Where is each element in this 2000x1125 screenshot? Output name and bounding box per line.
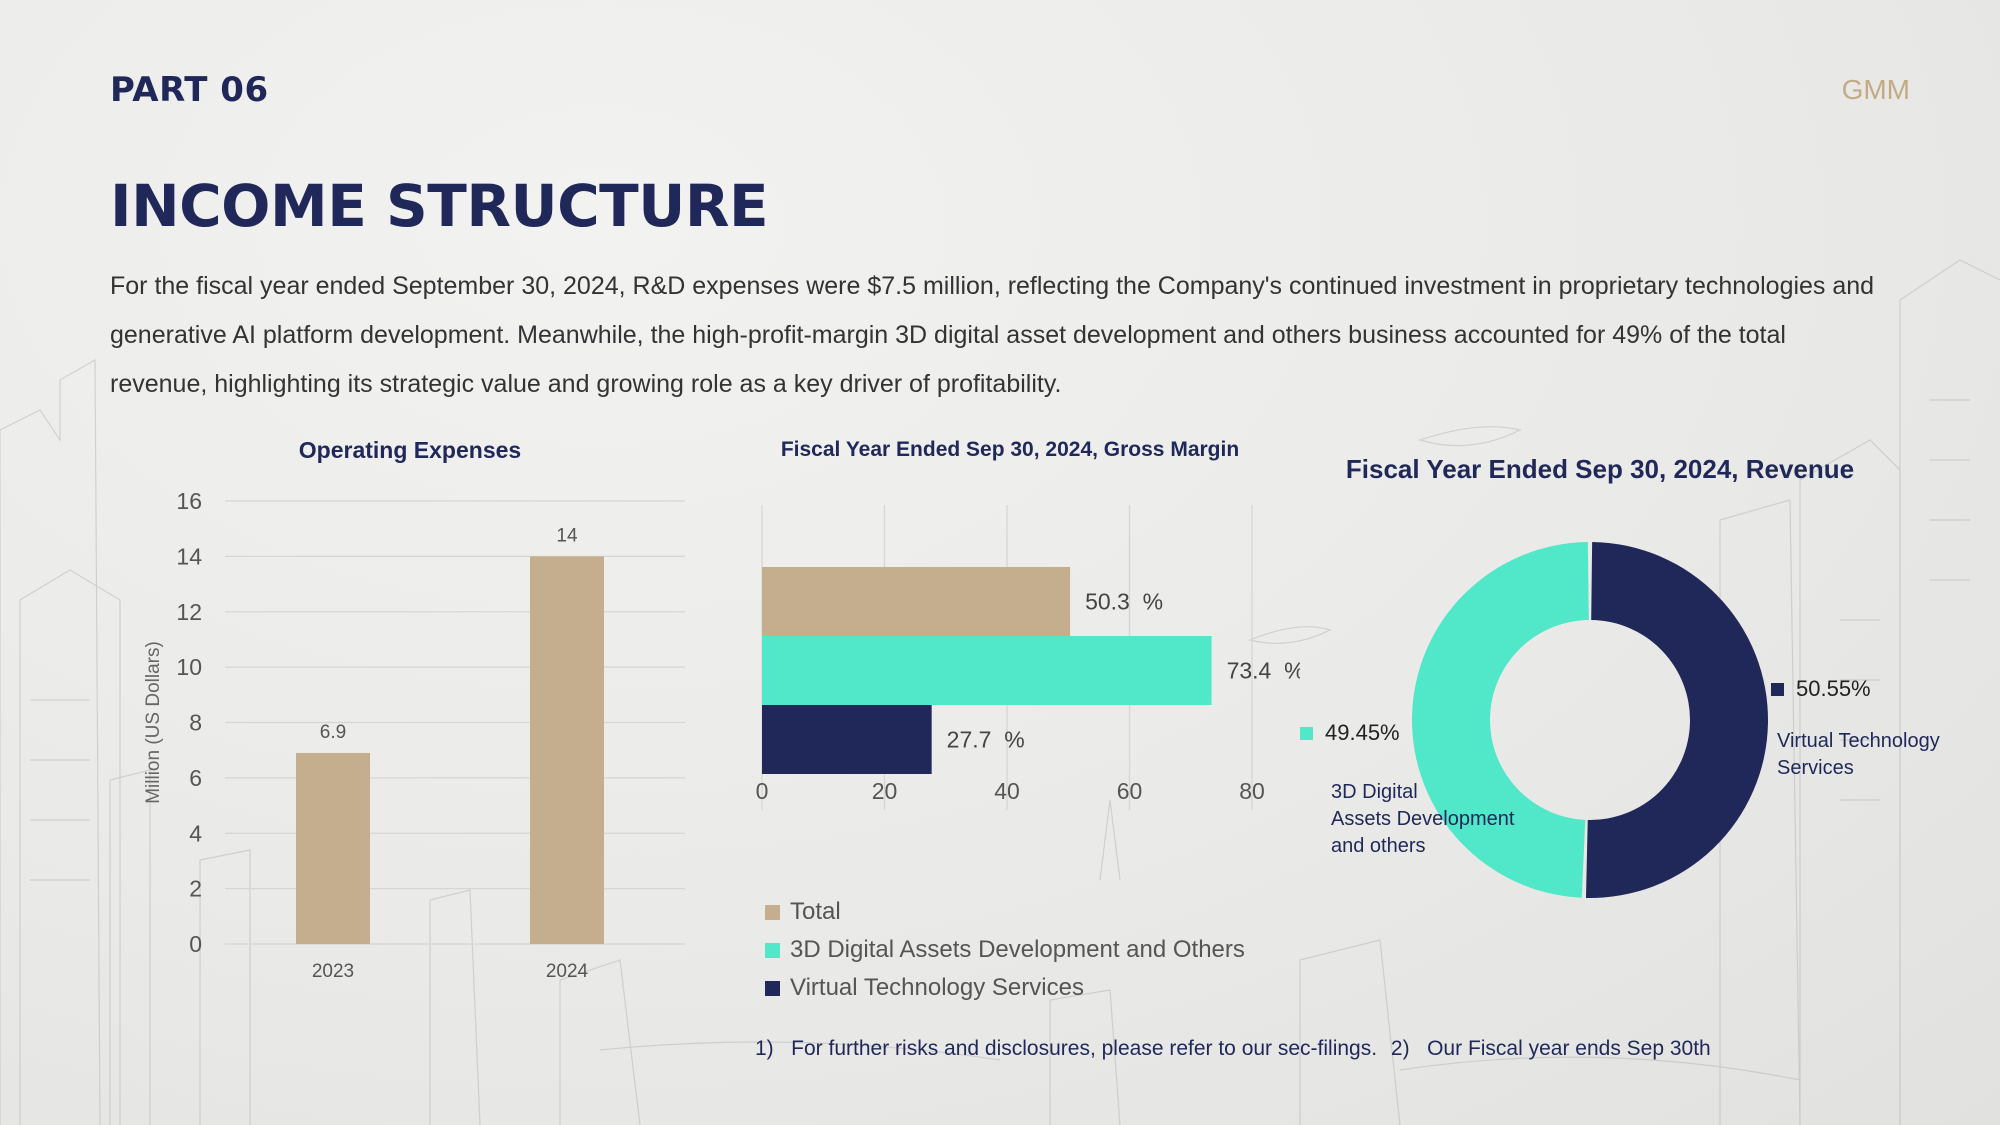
gm-x-tick-label: 0 bbox=[756, 778, 769, 804]
opex-y-tick-label: 14 bbox=[176, 543, 202, 569]
opex-y-tick-label: 12 bbox=[176, 599, 202, 625]
footnotes: 1) For further risks and disclosures, pl… bbox=[755, 1037, 1719, 1061]
opex-y-tick-label: 4 bbox=[189, 820, 202, 846]
page-title: INCOME STRUCTURE bbox=[110, 172, 769, 240]
gm-x-tick-label: 80 bbox=[1239, 778, 1265, 804]
gm-legend-swatch bbox=[765, 904, 780, 920]
part-label: PART 06 bbox=[110, 70, 269, 110]
gm-x-tick-label: 60 bbox=[1117, 778, 1143, 804]
gm-legend-label: Total bbox=[790, 898, 841, 925]
pie-pct-virtual-tech: 50.55% bbox=[1771, 676, 1871, 702]
opex-bar-2023 bbox=[296, 752, 370, 944]
opex-y-tick-label: 0 bbox=[189, 931, 202, 957]
gm-data-label: 73.4 % bbox=[1227, 658, 1300, 684]
gm-x-tick-label: 40 bbox=[994, 778, 1020, 804]
gm-legend-item: Virtual Technology Services bbox=[765, 969, 1245, 1007]
gm-bar bbox=[762, 636, 1212, 705]
opex-y-tick-label: 6 bbox=[189, 765, 202, 791]
gm-legend-swatch bbox=[765, 942, 780, 958]
opex-bar-2024 bbox=[530, 556, 604, 944]
pie-label-line: 3D Digital bbox=[1331, 781, 1418, 803]
pie-label-line: and others bbox=[1331, 835, 1426, 857]
gross-margin-chart-title: Fiscal Year Ended Sep 30, 2024, Gross Ma… bbox=[780, 438, 1240, 461]
opex-y-tick-label: 10 bbox=[176, 654, 202, 680]
pie-label-line: Assets Development bbox=[1331, 808, 1515, 830]
pie-swatch-teal bbox=[1300, 726, 1313, 740]
pie-pct-virtual-tech-value: 50.55% bbox=[1796, 676, 1871, 701]
opex-bar-chart: 0 2 4 6 8 10 12 14 16 Million (US Dollars) 6.9 2023… bbox=[143, 488, 685, 982]
opex-data-label: 6.9 bbox=[320, 722, 346, 743]
footnote-1: 1) For further risks and disclosures, pl… bbox=[755, 1037, 1378, 1060]
pie-pct-3d-assets-value: 49.45% bbox=[1325, 720, 1400, 745]
gm-bar bbox=[762, 705, 932, 774]
opex-y-tick-label: 2 bbox=[189, 876, 202, 902]
gm-legend-swatch bbox=[765, 980, 780, 996]
revenue-donut-chart bbox=[1411, 542, 1769, 898]
footnote-2: 2) Our Fiscal year ends Sep 30th bbox=[1390, 1037, 1711, 1060]
gm-data-label: 27.7 % bbox=[947, 727, 1025, 753]
opex-y-tick-label: 8 bbox=[189, 710, 202, 736]
pie-label-3d-assets: 3D Digital Assets Development and others bbox=[1331, 779, 1514, 860]
gm-legend-label: 3D Digital Assets Development and Others bbox=[790, 936, 1245, 963]
brand-logo-text: GMM bbox=[1841, 74, 1910, 105]
opex-x-tick-label: 2023 bbox=[312, 961, 354, 982]
gm-x-tick-label: 20 bbox=[872, 778, 898, 804]
opex-chart-title: Operating Expenses bbox=[298, 437, 522, 463]
gross-margin-bar-chart: 0 20 40 60 80 50.3 % 73.4 % 27.7 % bbox=[756, 505, 1300, 810]
opex-y-axis-label: Million (US Dollars) bbox=[143, 641, 164, 804]
pie-label-line: Virtual Technology bbox=[1777, 730, 1940, 752]
intro-paragraph: For the fiscal year ended September 30, … bbox=[110, 272, 1875, 398]
revenue-slice bbox=[1411, 542, 1589, 898]
gm-data-label: 50.3 % bbox=[1085, 589, 1163, 615]
gm-legend-item: Total bbox=[765, 893, 1245, 931]
opex-data-label: 14 bbox=[556, 525, 578, 546]
pie-swatch-navy bbox=[1771, 682, 1784, 696]
revenue-chart-title: Fiscal Year Ended Sep 30, 2024, Revenue bbox=[1345, 454, 1855, 484]
opex-x-tick-label: 2024 bbox=[546, 961, 589, 982]
gross-margin-legend: Total 3D Digital Assets Development and O… bbox=[765, 893, 1245, 1007]
revenue-slice bbox=[1585, 542, 1769, 898]
gm-legend-label: Virtual Technology Services bbox=[790, 974, 1084, 1001]
gm-legend-item: 3D Digital Assets Development and Others bbox=[765, 931, 1245, 969]
pie-label-virtual-tech: Virtual Technology Services bbox=[1777, 728, 1940, 782]
pie-pct-3d-assets: 49.45% bbox=[1300, 720, 1400, 746]
gm-bar bbox=[762, 567, 1071, 636]
pie-label-line: Services bbox=[1777, 757, 1854, 779]
opex-y-tick-label: 16 bbox=[176, 488, 202, 514]
